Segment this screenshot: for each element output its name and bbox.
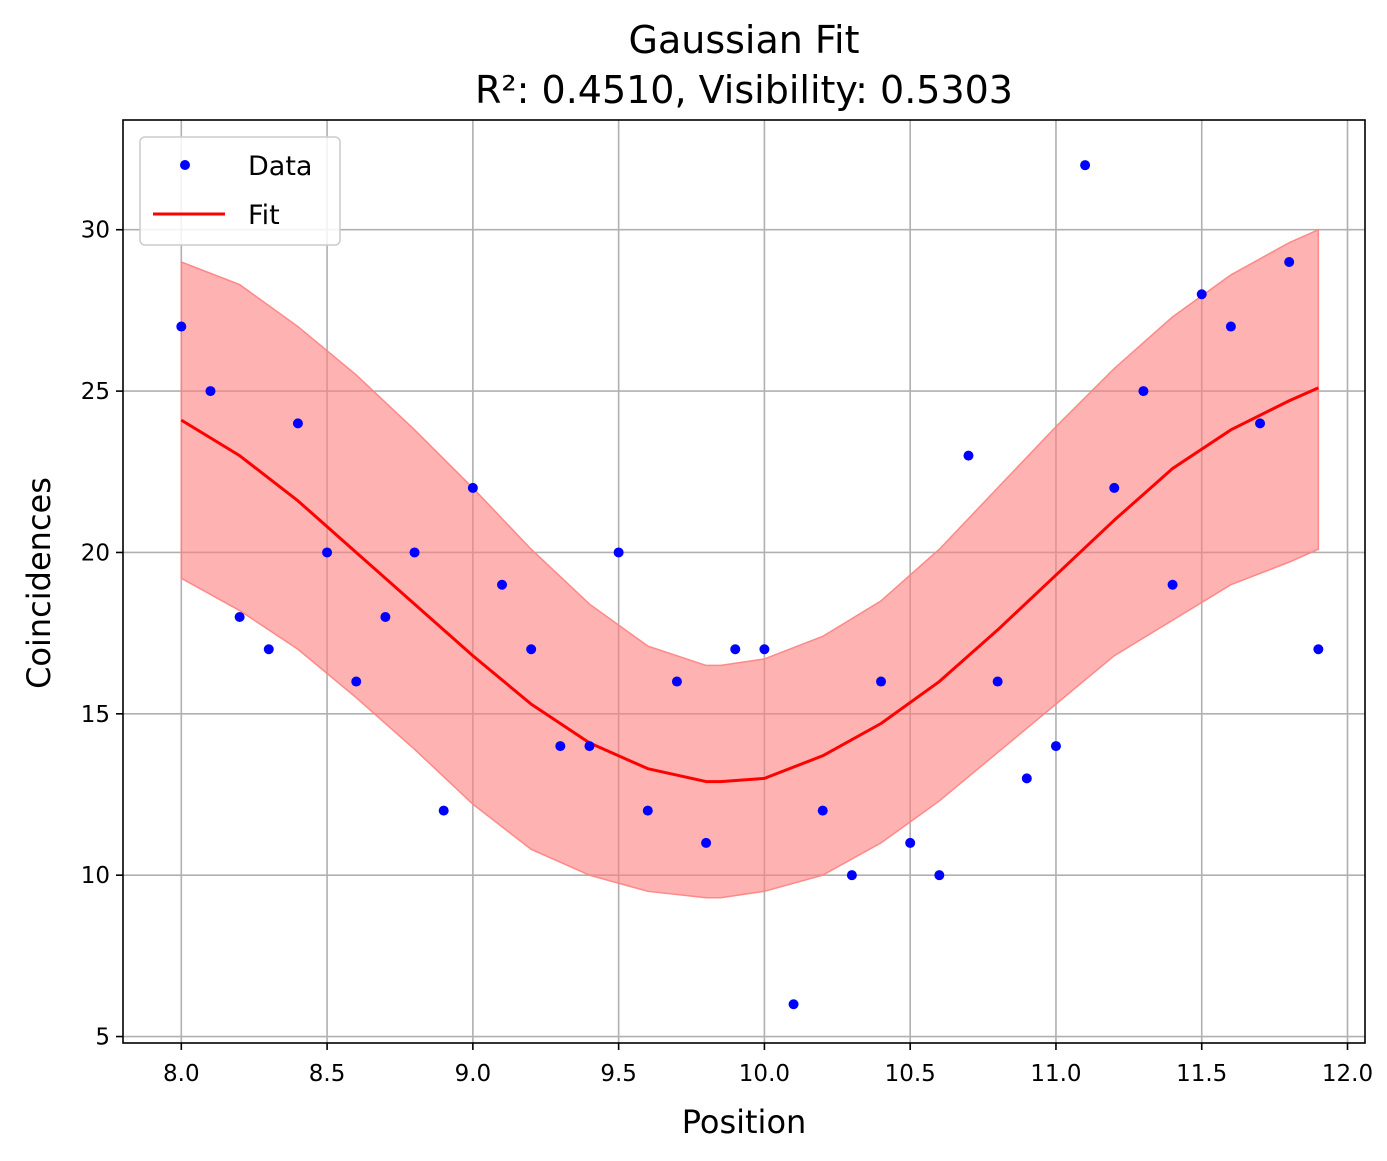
y-tick-label: 10 — [81, 863, 110, 889]
data-point — [1255, 418, 1266, 429]
data-point — [905, 837, 916, 848]
data-point — [1225, 321, 1236, 332]
data-point — [234, 612, 245, 622]
data-point — [876, 676, 887, 687]
data-point — [963, 450, 974, 461]
data-point — [642, 805, 653, 816]
legend-data-label: Data — [248, 151, 312, 182]
data-point — [438, 805, 449, 816]
x-tick-label: 10.5 — [885, 1061, 936, 1087]
x-tick-label: 9.0 — [455, 1061, 492, 1087]
data-point — [992, 676, 1003, 687]
legend-data-marker — [180, 160, 190, 170]
data-point — [701, 837, 712, 848]
data-point — [555, 741, 566, 752]
data-point — [176, 321, 187, 332]
fit-line — [180, 386, 1319, 784]
y-tick-label: 20 — [81, 540, 110, 566]
legend: Data Fit — [139, 136, 341, 246]
data-point — [322, 547, 333, 558]
data-point — [1050, 741, 1061, 752]
data-point — [817, 805, 828, 816]
x-tick-label: 11.5 — [1176, 1061, 1227, 1087]
data-point — [292, 418, 303, 429]
x-tick-label: 9.5 — [600, 1061, 637, 1087]
chart-title: Gaussian Fit — [629, 18, 860, 62]
data-points — [176, 160, 1324, 1010]
data-point — [380, 612, 391, 622]
x-tick-label: 11.0 — [1030, 1061, 1081, 1087]
data-point — [730, 644, 741, 655]
x-tick-label: 12.0 — [1322, 1061, 1373, 1087]
data-point — [1167, 579, 1178, 590]
y-tick-label: 30 — [81, 218, 110, 244]
confidence-band-area — [180, 228, 1320, 899]
x-axis-label: Position — [682, 1103, 807, 1141]
data-point — [205, 386, 216, 397]
x-tick-label: 8.0 — [163, 1061, 200, 1087]
data-point — [263, 644, 274, 655]
x-tick-label: 8.5 — [309, 1061, 346, 1087]
data-point — [671, 676, 682, 687]
y-tick-label: 25 — [81, 379, 110, 405]
data-point — [526, 644, 537, 655]
x-tick-label: 10.0 — [739, 1061, 790, 1087]
x-axis-ticks: 8.0 8.5 9.0 9.5 10.0 10.5 11.0 11.5 12.0 — [163, 1043, 1373, 1087]
data-point — [497, 579, 508, 590]
y-axis-label: Coincidences — [20, 477, 58, 689]
data-point — [1080, 160, 1091, 171]
data-point — [613, 547, 624, 558]
data-point — [1109, 482, 1120, 493]
y-tick-label: 5 — [95, 1025, 110, 1051]
y-tick-label: 15 — [81, 702, 110, 728]
data-point — [1284, 257, 1295, 267]
legend-frame — [139, 136, 341, 246]
data-point — [1138, 386, 1149, 397]
plot-frame — [122, 119, 1366, 1044]
data-point — [351, 676, 362, 687]
fit-line-layer — [180, 386, 1319, 784]
data-point — [846, 870, 857, 881]
data-point — [584, 741, 595, 752]
chart-subtitle: R²: 0.4510, Visibility: 0.5303 — [475, 68, 1013, 112]
data-point — [1313, 644, 1324, 655]
data-point — [1196, 289, 1207, 300]
data-point — [759, 644, 770, 655]
data-point — [788, 999, 799, 1010]
data-point — [409, 547, 420, 558]
data-point — [934, 870, 945, 881]
fit-confidence-band — [180, 228, 1320, 899]
legend-fit-label: Fit — [248, 200, 280, 231]
y-axis-ticks: 5 10 15 20 25 30 — [81, 218, 123, 1051]
data-point — [1021, 773, 1032, 784]
data-point — [467, 482, 478, 493]
